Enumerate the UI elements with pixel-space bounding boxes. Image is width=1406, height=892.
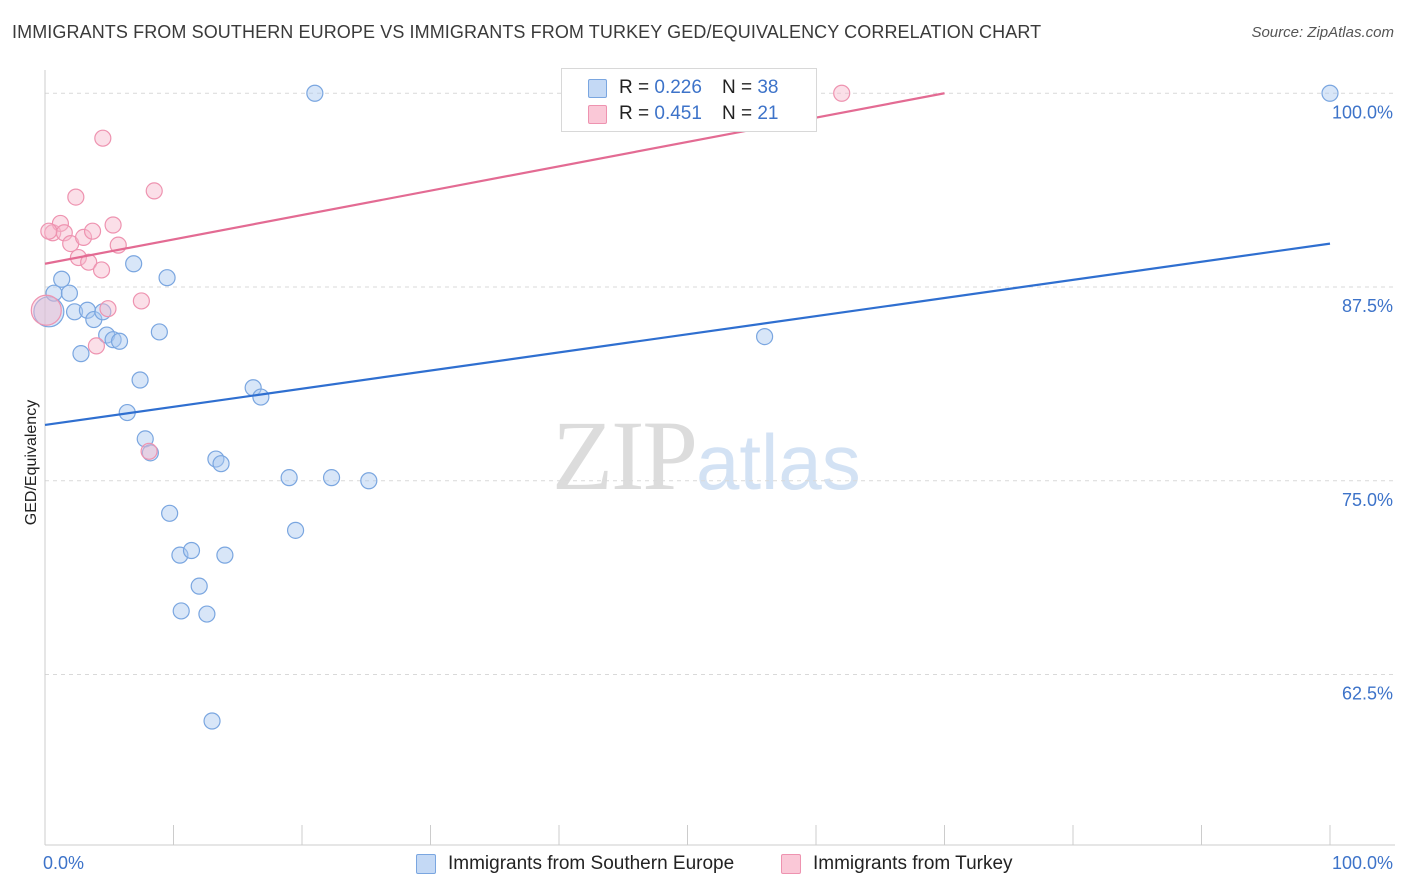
stats-legend: R = 0.226 N = 38 R = 0.451 N = 21 [561, 68, 817, 132]
data-point-turkey [145, 182, 163, 200]
bottom-legend-swatch-blue [416, 854, 436, 874]
data-point-southern-europe [125, 255, 143, 273]
data-point-southern-europe [104, 331, 122, 349]
source-label: Source: ZipAtlas.com [1251, 24, 1394, 41]
data-point-southern-europe [322, 469, 341, 487]
data-point-southern-europe [53, 270, 71, 288]
data-point-southern-europe [360, 472, 378, 490]
data-point-turkey [99, 300, 117, 318]
legend-n-label: N = [721, 77, 753, 98]
x-tick-label: 0.0% [43, 853, 84, 873]
bottom-legend-swatch-pink [781, 854, 801, 874]
data-point-turkey [92, 261, 111, 279]
data-point-southern-europe [131, 371, 149, 389]
data-point-turkey [80, 253, 98, 271]
data-point-southern-europe [203, 712, 221, 730]
watermark: ZIPatlas [552, 398, 861, 513]
data-point-turkey [87, 337, 106, 355]
data-point-southern-europe [190, 577, 208, 595]
data-point-southern-europe [33, 296, 65, 328]
y-tick-label: 62.5% [1342, 684, 1393, 704]
data-point-southern-europe [182, 541, 201, 560]
data-point-southern-europe [280, 469, 298, 487]
data-point-southern-europe [72, 345, 90, 363]
data-point-southern-europe [110, 332, 129, 350]
data-point-turkey [74, 228, 93, 246]
legend-n-value: 38 [757, 77, 779, 98]
y-axis-label: GED/Equivalency [23, 400, 40, 525]
data-point-southern-europe [150, 323, 168, 341]
y-tick-label: 87.5% [1342, 296, 1393, 316]
data-point-southern-europe [94, 303, 112, 321]
legend-n-label: N = [721, 103, 753, 124]
data-point-southern-europe [306, 84, 324, 102]
data-point-southern-europe [60, 284, 79, 302]
legend-swatch-blue [588, 78, 607, 98]
data-point-turkey [30, 294, 62, 326]
bottom-legend-label: Immigrants from Southern Europe [448, 853, 735, 874]
data-point-southern-europe [252, 388, 270, 406]
data-point-turkey [40, 222, 58, 240]
y-tick-label: 100.0% [1332, 102, 1393, 122]
data-point-turkey [833, 84, 851, 102]
data-point-southern-europe [207, 450, 225, 468]
legend-r-value: 0.451 [654, 103, 702, 124]
data-point-southern-europe [212, 455, 230, 473]
data-point-southern-europe [198, 605, 216, 623]
data-point-turkey [94, 129, 112, 147]
data-point-southern-europe [158, 269, 176, 287]
trend-line-southern-europe [44, 242, 1331, 427]
data-point-southern-europe [172, 602, 190, 620]
bottom-legend-label: Immigrants from Turkey [813, 853, 1013, 874]
data-point-southern-europe [1321, 84, 1339, 102]
data-point-turkey [132, 292, 150, 310]
watermark-zip: ZIP [552, 400, 698, 511]
data-point-southern-europe [216, 546, 234, 564]
data-point-turkey [67, 188, 85, 206]
stats-legend-row-southern-europe: R = 0.226 N = 38 [588, 76, 778, 100]
data-point-southern-europe [286, 521, 305, 539]
bottom-legend-southern-europe: Immigrants from Southern Europe [416, 850, 734, 878]
legend-r-label: R = [619, 77, 650, 98]
x-tick-label: 100.0% [1332, 853, 1393, 873]
legend-r-label: R = [619, 103, 650, 124]
legend-n-value: 21 [757, 103, 779, 124]
data-point-turkey [83, 222, 102, 240]
data-point-turkey [104, 216, 122, 234]
data-point-southern-europe [161, 504, 179, 522]
stats-legend-row-turkey: R = 0.451 N = 21 [588, 102, 778, 126]
data-point-turkey [140, 442, 158, 460]
bottom-legend-turkey: Immigrants from Turkey [781, 850, 1013, 878]
data-point-southern-europe [65, 303, 84, 321]
y-tick-label: 75.0% [1342, 490, 1393, 510]
data-point-southern-europe [755, 328, 774, 346]
legend-r-value: 0.226 [654, 77, 702, 98]
watermark-atlas: atlas [696, 418, 861, 506]
chart-title: IMMIGRANTS FROM SOUTHERN EUROPE VS IMMIG… [12, 22, 1042, 42]
legend-swatch-pink [588, 104, 607, 124]
